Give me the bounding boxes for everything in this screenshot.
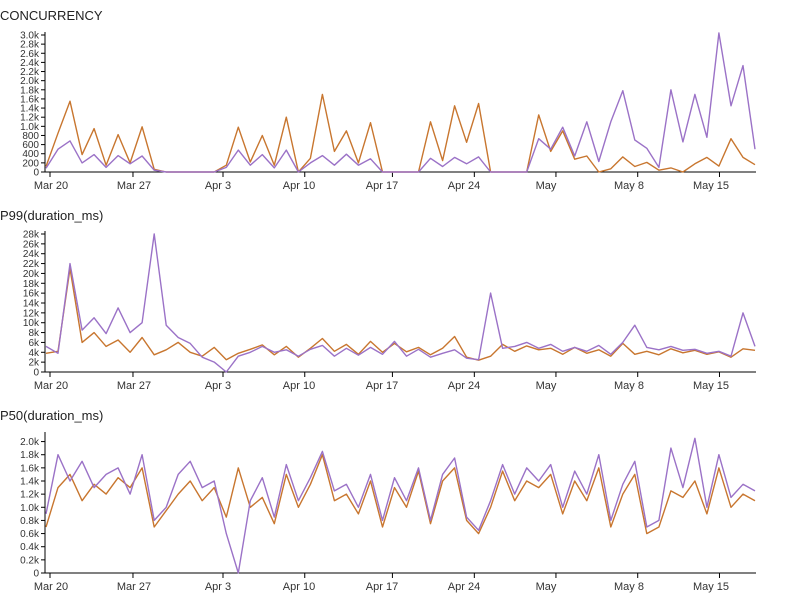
x-tick-label: Apr 10: [283, 380, 315, 392]
series-line-orange: [45, 93, 756, 173]
y-tick-label: 26k: [23, 239, 40, 250]
y-tick-label: 2.6k: [20, 49, 40, 60]
x-tick-label: Apr 3: [205, 180, 231, 192]
y-tick-label: 14k: [23, 299, 40, 310]
x-tick-label: Apr 3: [205, 380, 231, 392]
series-line-purple: [45, 32, 756, 173]
chart-title: P50(duration_ms): [0, 408, 103, 423]
y-tick-label: 2.8k: [20, 40, 40, 51]
y-tick-label: 20k: [23, 269, 40, 280]
y-tick-label: 22k: [23, 259, 40, 270]
y-tick-label: 4k: [28, 348, 40, 359]
y-tick-label: 1.8k: [20, 450, 40, 461]
x-tick-label: Mar 27: [117, 180, 151, 192]
y-tick-label: 24k: [23, 249, 40, 260]
series-line-purple: [45, 233, 756, 373]
series-line-orange: [45, 267, 756, 361]
x-tick-label: Apr 10: [283, 180, 315, 192]
y-tick-label: 0.8k: [20, 516, 40, 527]
y-tick-label: 1.6k: [20, 94, 40, 105]
y-tick-label: 400: [22, 149, 39, 160]
y-tick-label: 0: [33, 368, 39, 379]
x-tick-label: May: [536, 380, 557, 392]
x-tick-label: Apr 3: [205, 581, 231, 593]
y-tick-label: 1.6k: [20, 463, 40, 474]
y-tick-label: 600: [22, 140, 39, 151]
y-tick-label: 8k: [28, 328, 40, 339]
y-tick-label: 0.6k: [20, 529, 40, 540]
y-tick-label: 12k: [23, 308, 40, 319]
y-tick-label: 0.2k: [20, 555, 40, 566]
y-tick-label: 2k: [28, 358, 40, 369]
y-tick-label: 2.0k: [20, 437, 40, 448]
x-tick-label: May 8: [614, 581, 644, 593]
y-tick-label: 1.0k: [20, 122, 40, 133]
y-tick-label: 3.0k: [20, 31, 40, 42]
x-tick-label: Apr 24: [448, 380, 480, 392]
y-tick-label: 28k: [23, 230, 40, 241]
y-tick-label: 1.8k: [20, 85, 40, 96]
x-tick-label: Mar 27: [117, 581, 151, 593]
x-tick-label: May: [536, 581, 557, 593]
chart-title: P99(duration_ms): [0, 208, 103, 223]
x-tick-label: May: [536, 180, 557, 192]
series-line-purple: [45, 437, 756, 574]
x-tick-label: Mar 20: [34, 581, 68, 593]
y-tick-label: 1.2k: [20, 490, 40, 501]
x-tick-label: Apr 17: [366, 180, 398, 192]
x-tick-label: Mar 20: [34, 180, 68, 192]
y-tick-label: 6k: [28, 338, 40, 349]
y-tick-label: 1.4k: [20, 477, 40, 488]
chart-p50-duration: P50(duration_ms) 0 0.2k 0.4k 0.6k 0.8k 1.0k 1.2…: [0, 408, 756, 593]
y-tick-label: 200: [22, 158, 39, 169]
y-tick-label: 1.0k: [20, 503, 40, 514]
y-tick-label: 10k: [23, 318, 40, 329]
y-tick-label: 16k: [23, 289, 40, 300]
x-tick-label: May 15: [693, 581, 729, 593]
y-tick-label: 1.2k: [20, 113, 40, 124]
x-tick-label: Apr 24: [448, 581, 480, 593]
chart-title: CONCURRENCY: [0, 8, 103, 23]
y-tick-label: 18k: [23, 279, 40, 290]
x-tick-label: Mar 27: [117, 380, 151, 392]
y-tick-label: 2.4k: [20, 58, 40, 69]
x-tick-label: Apr 17: [366, 380, 398, 392]
x-tick-label: Apr 24: [448, 180, 480, 192]
x-tick-label: Apr 10: [283, 581, 315, 593]
y-tick-label: 0: [33, 569, 39, 580]
y-tick-label: 0: [33, 168, 39, 179]
x-tick-label: May 8: [614, 180, 644, 192]
chart-p99-duration: P99(duration_ms) 02k4k6k8k10k12k14k16k18k…: [0, 208, 756, 392]
x-tick-label: Apr 17: [366, 581, 398, 593]
y-tick-label: 0.4k: [20, 542, 40, 553]
x-tick-label: Mar 20: [34, 380, 68, 392]
x-tick-label: May 15: [693, 180, 729, 192]
y-tick-label: 800: [22, 131, 39, 142]
y-tick-label: 1.4k: [20, 104, 40, 115]
chart-concurrency: CONCURRENCY 02004006008001.0k1.2k1.4k1.6k…: [0, 8, 756, 192]
series-line-orange: [45, 454, 756, 535]
y-tick-label: 2.2k: [20, 67, 40, 78]
x-tick-label: May 15: [693, 380, 729, 392]
y-tick-label: 2.0k: [20, 76, 40, 87]
x-tick-label: May 8: [614, 380, 644, 392]
